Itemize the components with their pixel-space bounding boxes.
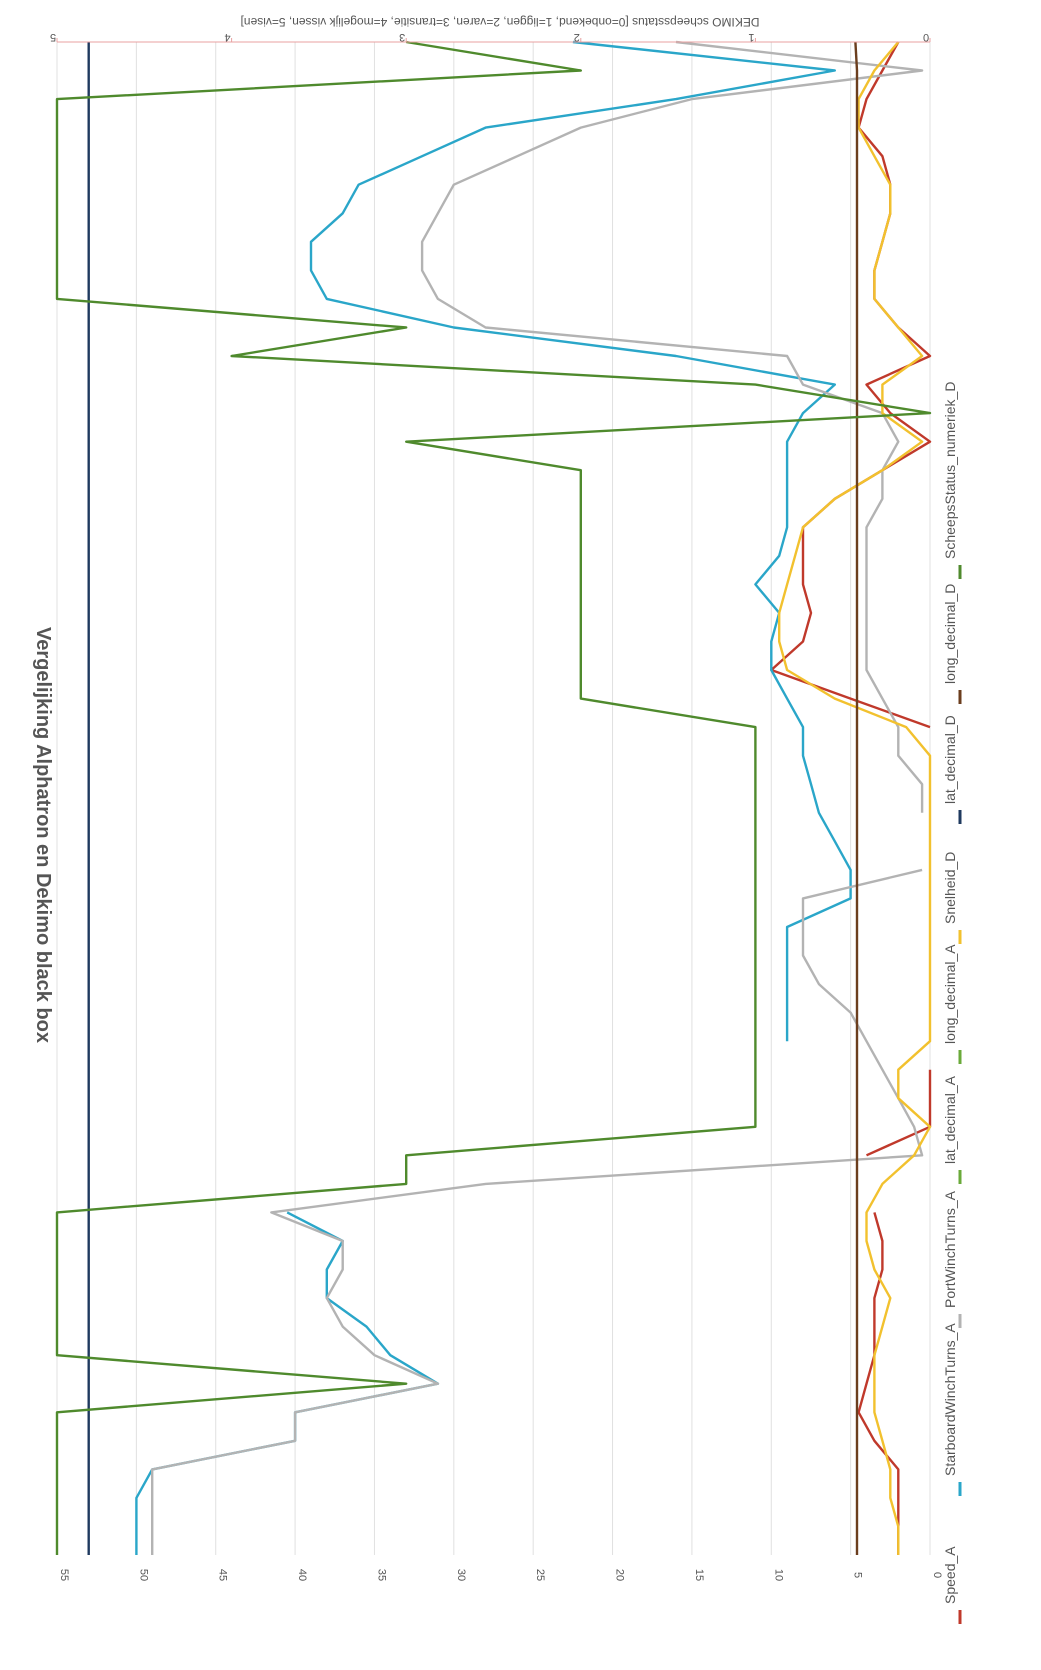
left-tick-label: 20: [614, 1569, 626, 1581]
legend-label: long_decimal_A: [942, 944, 958, 1044]
series-line-portwinchturns-a: [420, 40, 924, 813]
right-tick-label: 3: [399, 31, 405, 43]
series-line-speed-a: [857, 1212, 900, 1555]
legend-label: PortWinchTurns_A: [942, 1190, 958, 1308]
left-tick-label: 10: [772, 1569, 784, 1581]
left-tick-label: 5: [852, 1572, 864, 1578]
series-line-speed-a: [770, 41, 932, 729]
series-line-long-decimal-d: [854, 41, 859, 1555]
left-tick-label: 15: [693, 1569, 705, 1581]
left-tick-label: 30: [455, 1569, 467, 1581]
right-axis-title: DEKIMO scheepsstatus [0=onbekend, 1=ligg…: [241, 15, 760, 29]
series-line-scheepsstatus-numeriek-d: [55, 40, 932, 1555]
series-line-speed-a: [866, 1069, 932, 1157]
series-line-snelheid-d: [778, 41, 932, 1555]
left-tick-label: 35: [375, 1569, 387, 1581]
right-tick-label: 4: [225, 31, 231, 43]
left-tick-label: 40: [296, 1569, 308, 1581]
right-tick-label: 0: [923, 31, 929, 43]
right-tick-label: 1: [748, 31, 754, 43]
left-tick-label: 50: [137, 1569, 149, 1581]
legend-label: ScheepsStatus_numeriek_D: [942, 382, 958, 559]
chart-title: Vergelijking Alphatron en Dekimo black b…: [32, 627, 54, 1043]
legend-label: Snelheid_D: [942, 852, 958, 924]
right-tick-label: 5: [50, 31, 56, 43]
series-line-starboardwinchturns-a: [309, 40, 852, 1042]
legend-label: long_decimal_D: [942, 584, 958, 684]
left-tick-label: 55: [58, 1569, 70, 1581]
left-tick-label: 0: [931, 1572, 943, 1578]
series-line-portwinchturns-a: [150, 868, 924, 1555]
legend-label: StarboardWinchTurns_A: [942, 1323, 958, 1476]
legend-label: lat_decimal_A: [942, 1075, 958, 1164]
legend-label: lat_decimal_D: [942, 715, 958, 804]
legend: Speed_A StarboardWinchTurns_A PortWinchTur…: [942, 382, 962, 1624]
left-tick-label: 45: [217, 1569, 229, 1581]
left-tick-label: 25: [534, 1569, 546, 1581]
right-tick-label: 2: [574, 31, 580, 43]
legend-label: Speed_A: [942, 1546, 958, 1604]
series-layer: [55, 40, 932, 1555]
